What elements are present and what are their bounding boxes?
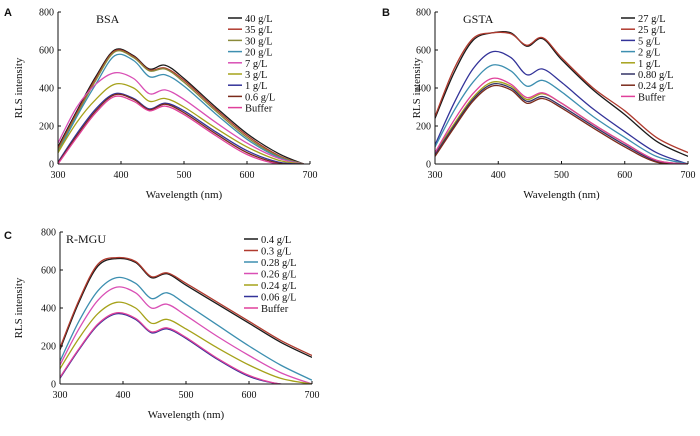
x-tick-label: 500 [177,170,192,181]
x-tick-label: 600 [242,390,257,401]
series-line-3 [60,286,312,384]
x-tick-label: 300 [51,170,66,181]
legend-label: 35 g/L [245,25,273,36]
legend-label: 0.6 g/L [245,92,275,103]
series-line-4 [58,71,304,164]
series-group [60,256,312,384]
series-line-2 [435,50,688,164]
y-tick-label: 800 [41,228,56,239]
series-line-8 [58,95,304,164]
y-tick-label: 800 [416,8,431,19]
panel-title: BSA [96,12,120,26]
legend-label: 3 g/L [245,70,267,81]
legend: 40 g/L35 g/L30 g/L20 g/L7 g/L3 g/L1 g/L0… [228,14,275,115]
legend: 27 g/L25 g/L5 g/L2 g/L1 g/L0.80 g/L0.24 … [621,14,674,103]
x-tick-label: 300 [428,170,443,181]
legend-label: 0.24 g/L [638,81,674,92]
x-tick-label: 700 [303,170,318,181]
legend-label: 40 g/L [245,14,273,25]
x-tick-label: 600 [240,170,255,181]
legend-label: Buffer [638,92,666,103]
series-line-2 [58,50,304,164]
series-line-6 [58,92,304,164]
y-tick-label: 0 [51,380,56,391]
series-line-3 [435,64,688,164]
panel-letter: A [4,7,12,19]
legend-label: 0.28 g/L [261,258,297,269]
x-tick-label: 400 [491,170,506,181]
series-line-7 [58,93,304,164]
series-line-5 [60,312,312,384]
x-tick-label: 600 [617,170,632,181]
legend-label: 1 g/L [245,81,267,92]
panel-b: B 0 200 400 600 800 300 400 500 600 700 Wavelength … [382,7,696,201]
x-tick-label: 700 [305,390,320,401]
y-axis-title: RLS intensity [13,277,25,338]
legend-label: 27 g/L [638,14,666,25]
x-axis-title: Wavelength (nm) [523,189,600,201]
legend-label: 0.26 g/L [261,270,297,281]
y-tick-label: 400 [41,304,56,315]
series-line-5 [435,82,688,164]
legend: 0.4 g/L0.3 g/L0.28 g/L0.26 g/L0.24 g/L0.… [244,235,297,315]
legend-label: Buffer [245,104,273,115]
panel-title: GSTA [463,12,494,26]
y-tick-label: 600 [416,46,431,57]
panel-a: A 0 200 400 600 800 300 400 500 600 700 Wavelength … [4,7,318,201]
x-tick-label: 500 [554,170,569,181]
legend-label: 0.3 g/L [261,247,291,258]
series-line-4 [60,301,312,384]
panel-letter: C [4,230,12,242]
y-tick-label: 800 [39,8,54,19]
series-line-0 [58,48,304,164]
legend-label: 0.24 g/L [261,281,297,292]
legend-label: 2 g/L [638,48,660,59]
series-line-1 [435,31,688,154]
legend-label: 20 g/L [245,48,273,59]
legend-label: 25 g/L [638,25,666,36]
legend-label: 0.06 g/L [261,293,297,304]
series-line-2 [60,276,312,381]
series-line-3 [58,53,304,164]
series-line-1 [58,49,304,164]
y-tick-label: 400 [39,84,54,95]
series-group [435,30,688,164]
x-tick-label: 300 [53,390,68,401]
y-tick-label: 0 [426,160,431,171]
series-line-6 [435,84,688,164]
x-axis-title: Wavelength (nm) [146,189,223,201]
y-tick-label: 600 [39,46,54,57]
legend-label: 30 g/L [245,36,273,47]
x-tick-label: 700 [681,170,696,181]
series-line-6 [60,311,312,384]
legend-label: 1 g/L [638,59,660,70]
y-tick-label: 200 [41,342,56,353]
series-line-0 [60,257,312,358]
x-tick-label: 500 [179,390,194,401]
y-tick-label: 200 [39,122,54,133]
series-line-1 [60,256,312,357]
x-axis-title: Wavelength (nm) [148,409,225,421]
y-tick-label: 400 [416,84,431,95]
y-tick-label: 600 [41,266,56,277]
x-tick-label: 400 [116,390,131,401]
y-axis-title: RLS intensity [411,57,423,118]
panel-c: C 0 200 400 600 800 300 400 500 600 700 Wavelength … [4,228,320,422]
y-axis-title: RLS intensity [13,57,25,118]
series-line-7 [435,77,688,164]
panel-title: R-MGU [66,232,106,246]
series-line-0 [435,30,688,157]
x-tick-label: 400 [114,170,129,181]
legend-label: 0.4 g/L [261,235,291,246]
panel-letter: B [382,7,390,19]
legend-label: Buffer [261,304,289,315]
legend-label: 7 g/L [245,59,267,70]
legend-label: 5 g/L [638,36,660,47]
y-tick-label: 200 [416,122,431,133]
legend-label: 0.80 g/L [638,70,674,81]
series-group [58,48,304,164]
y-tick-label: 0 [49,160,54,171]
series-line-5 [58,82,304,164]
